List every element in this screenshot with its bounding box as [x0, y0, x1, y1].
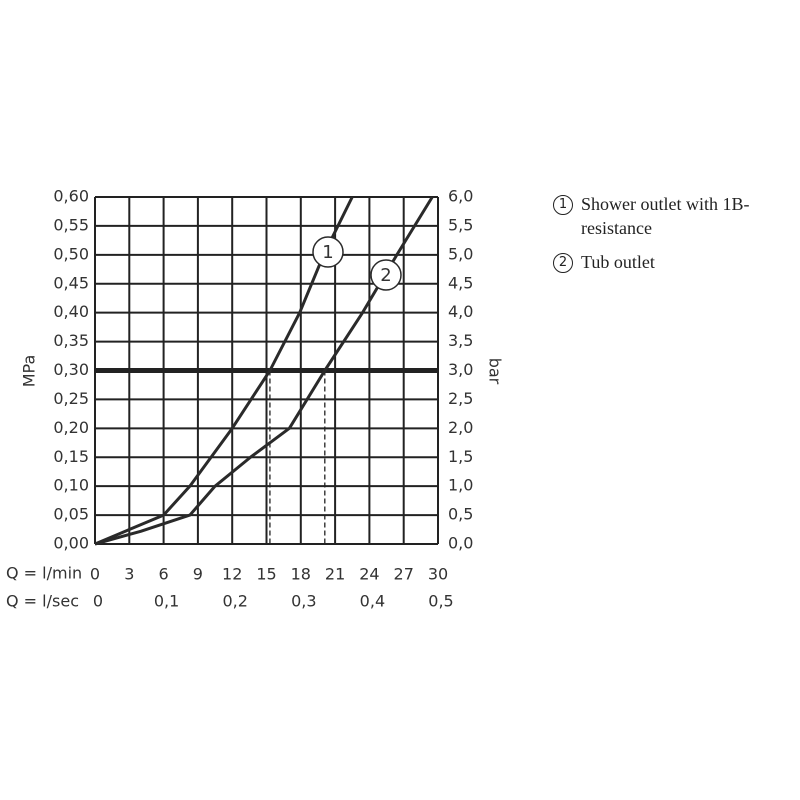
x2-tick-label: 0,1	[154, 592, 179, 611]
x-axis-label: Q = l/min	[6, 564, 82, 583]
legend-item: 1 Shower outlet with 1B-resistance	[553, 192, 793, 240]
y-tick-label: 0,15	[53, 447, 89, 466]
series-line	[94, 196, 354, 546]
y2-tick-label: 5,5	[448, 215, 473, 234]
y-tick-label: 0,00	[53, 534, 89, 553]
legend: 1 Shower outlet with 1B-resistance 2 Tub ou…	[553, 192, 793, 284]
x-tick-label: 24	[359, 565, 379, 584]
x-tick-label: 6	[159, 565, 169, 584]
x2-tick-label: 0,2	[222, 592, 247, 611]
legend-symbol: 1	[553, 195, 573, 215]
x-tick-label: 15	[256, 565, 276, 584]
y-tick-label: 0,45	[53, 273, 89, 292]
x-tick-label: 30	[428, 565, 448, 584]
x2-tick-label: 0,3	[291, 592, 316, 611]
y2-tick-label: 3,0	[448, 360, 473, 379]
y-tick-label: 0,50	[53, 244, 89, 263]
y2-tick-label: 3,5	[448, 331, 473, 350]
x2-tick-label: 0,4	[360, 592, 385, 611]
x-tick-label: 21	[325, 565, 345, 584]
y2-tick-label: 1,0	[448, 476, 473, 495]
x-tick-label: 0	[90, 565, 100, 584]
y2-tick-label: 5,0	[448, 244, 473, 263]
legend-item: 2 Tub outlet	[553, 250, 793, 274]
x2-axis-label: Q = l/sec	[6, 592, 79, 611]
y-tick-label: 0,05	[53, 505, 89, 524]
y-tick-label: 0,55	[53, 215, 89, 234]
x-tick-label: 3	[124, 565, 134, 584]
series-label-circle	[370, 259, 402, 291]
x-tick-label: 18	[291, 565, 311, 584]
y2-tick-label: 1,5	[448, 447, 473, 466]
y2-tick-label: 2,0	[448, 418, 473, 437]
legend-text: Tub outlet	[581, 252, 655, 272]
y2-tick-label: 2,5	[448, 389, 473, 408]
chart: MPa bar Q = l/min Q = l/sec 0 3 6 9 12 15 18 21…	[6, 187, 505, 611]
y-tick-label: 0,20	[53, 418, 89, 437]
y2-tick-label: 0,5	[448, 505, 473, 524]
y-tick-label: 0,40	[53, 302, 89, 321]
x-tick-label: 27	[394, 565, 414, 584]
y-tick-label: 0,25	[53, 389, 89, 408]
series-label-circle	[312, 236, 344, 268]
y-tick-label: 0,60	[53, 187, 89, 206]
y-tick-label: 0,10	[53, 476, 89, 495]
y-tick-label: 0,30	[53, 360, 89, 379]
series-label: 2	[380, 265, 391, 286]
y2-tick-label: 6,0	[448, 187, 473, 206]
y-tick-label: 0,35	[53, 331, 89, 350]
x2-tick-label: 0,5	[428, 592, 453, 611]
series-label: 1	[322, 242, 333, 263]
y2-axis-label: bar	[486, 358, 505, 385]
legend-symbol: 2	[553, 253, 573, 273]
x-tick-label: 9	[193, 565, 203, 584]
x2-tick-label: 0	[93, 592, 103, 611]
legend-text: Shower outlet with 1B-resistance	[581, 194, 750, 238]
y-axis-label: MPa	[20, 355, 39, 388]
y2-tick-label: 0,0	[448, 534, 473, 553]
y2-tick-label: 4,5	[448, 273, 473, 292]
x-tick-label: 12	[222, 565, 242, 584]
y2-tick-label: 4,0	[448, 302, 473, 321]
